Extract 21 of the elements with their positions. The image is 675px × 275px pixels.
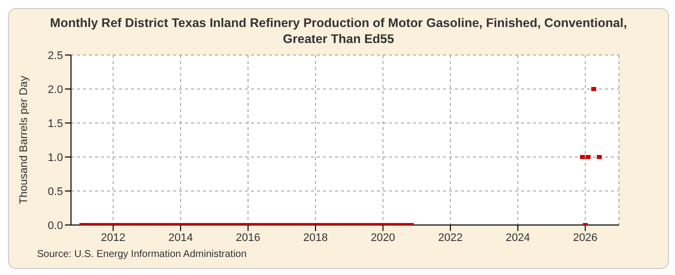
y-tick-label: 0.0 (48, 220, 63, 232)
x-tick-label: 2026 (573, 232, 598, 244)
chart-title: Monthly Ref District Texas Inland Refinery Production of Motor Gasoline, Finished, Conventional, Greater Than Ed55 (49, 15, 628, 47)
y-tick-label: 0.5 (48, 186, 63, 198)
x-tick-label: 2020 (370, 232, 396, 244)
point (596, 155, 602, 159)
y-tick-label: 1.0 (48, 152, 63, 164)
y-tick-label: 2.5 (48, 50, 63, 62)
y-tick-label: 1.5 (48, 118, 63, 130)
x-tick-label: 2024 (506, 232, 530, 244)
point (591, 87, 596, 91)
y-tick-label: 2.0 (48, 84, 63, 96)
x-tick-label: 2018 (303, 232, 328, 244)
source-note: Source: U.S. Energy Information Administration (37, 249, 247, 260)
x-tick-label: 2014 (168, 232, 193, 244)
x-tick-label: 2012 (100, 232, 126, 244)
x-tick-label: 2016 (236, 232, 260, 244)
x-tick-label: 2022 (438, 232, 463, 244)
y-axis-title: Thousand Barrels per Day (18, 75, 30, 204)
point (586, 155, 591, 159)
point (580, 155, 585, 159)
